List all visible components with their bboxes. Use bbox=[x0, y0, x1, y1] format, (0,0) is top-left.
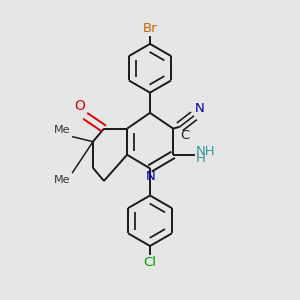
Text: N: N bbox=[195, 102, 205, 115]
Text: O: O bbox=[74, 99, 85, 113]
Text: Me: Me bbox=[54, 175, 70, 185]
Text: Cl: Cl bbox=[143, 256, 157, 269]
Text: C: C bbox=[181, 129, 190, 142]
Text: Me: Me bbox=[54, 125, 70, 135]
Text: NH: NH bbox=[196, 145, 216, 158]
Text: H: H bbox=[196, 152, 206, 165]
Text: Br: Br bbox=[143, 22, 157, 35]
Text: N: N bbox=[146, 170, 155, 183]
